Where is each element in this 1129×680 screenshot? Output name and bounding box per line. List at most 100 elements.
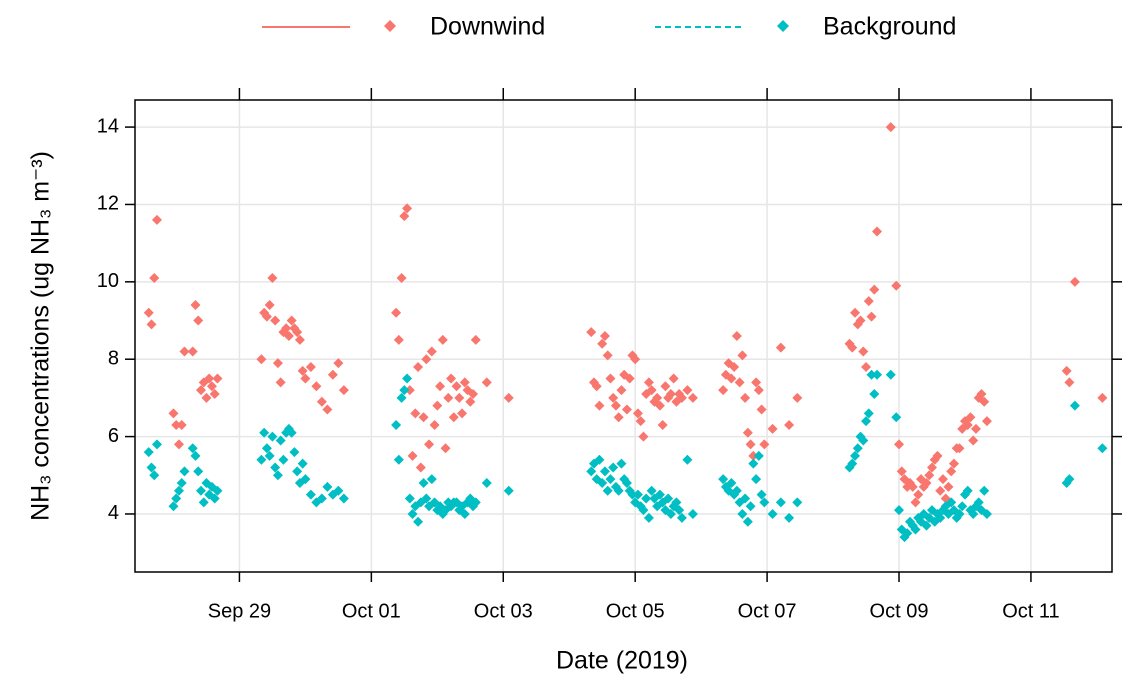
point xyxy=(660,505,671,516)
point xyxy=(641,493,652,504)
point xyxy=(599,331,610,341)
point xyxy=(652,392,663,403)
point xyxy=(957,501,968,512)
x-axis-title: Date (2019) xyxy=(556,647,688,675)
point xyxy=(300,474,311,485)
y-tick-label: 14 xyxy=(97,115,119,137)
point xyxy=(470,334,481,345)
point xyxy=(742,427,753,438)
point xyxy=(624,373,635,384)
point xyxy=(660,381,671,392)
point xyxy=(297,365,308,376)
point xyxy=(206,381,217,392)
point xyxy=(756,404,767,415)
point xyxy=(734,377,745,388)
point xyxy=(195,385,206,396)
point xyxy=(1069,400,1080,411)
point xyxy=(410,408,421,419)
point xyxy=(204,373,215,384)
point xyxy=(201,392,212,403)
point xyxy=(866,369,877,380)
point xyxy=(924,470,935,481)
point xyxy=(731,331,742,341)
plot-frame xyxy=(134,99,1113,573)
x-tick-label: Oct 07 xyxy=(738,600,797,622)
point xyxy=(608,462,619,473)
point xyxy=(885,369,896,380)
point xyxy=(176,419,187,430)
point xyxy=(665,389,676,400)
point xyxy=(151,214,162,225)
point xyxy=(407,508,418,519)
point xyxy=(646,385,657,396)
x-tick-label: Oct 01 xyxy=(342,600,401,622)
point xyxy=(872,369,883,380)
point xyxy=(503,392,514,403)
point xyxy=(742,516,753,527)
legend-label: Downwind xyxy=(430,13,545,41)
point xyxy=(759,497,770,508)
point xyxy=(212,485,223,496)
point xyxy=(333,485,344,496)
point xyxy=(407,450,418,461)
point xyxy=(902,528,913,539)
point xyxy=(413,361,424,372)
point xyxy=(264,300,275,311)
point xyxy=(981,508,992,519)
point xyxy=(413,516,424,527)
point xyxy=(913,489,924,500)
point xyxy=(1064,377,1075,388)
point xyxy=(176,478,187,489)
point xyxy=(179,346,190,357)
point xyxy=(267,431,278,442)
point xyxy=(424,439,435,450)
point xyxy=(907,481,918,492)
point xyxy=(608,392,619,403)
point xyxy=(470,497,481,508)
point xyxy=(586,466,597,477)
point xyxy=(748,458,759,469)
point xyxy=(391,307,402,318)
point xyxy=(256,354,267,365)
point xyxy=(850,307,861,318)
point xyxy=(921,478,932,489)
point xyxy=(1061,365,1072,376)
point xyxy=(465,396,476,407)
point xyxy=(171,419,182,430)
x-tick-label: Oct 05 xyxy=(606,600,665,622)
point xyxy=(149,272,160,283)
point xyxy=(745,501,756,512)
point xyxy=(973,497,984,508)
point xyxy=(270,315,281,326)
point xyxy=(943,481,954,492)
point xyxy=(748,450,759,461)
point xyxy=(300,373,311,384)
point xyxy=(256,454,267,465)
point xyxy=(278,454,289,465)
point xyxy=(212,373,223,384)
point xyxy=(402,203,413,214)
point xyxy=(305,489,316,500)
point xyxy=(426,474,437,485)
point xyxy=(283,331,294,341)
point xyxy=(965,412,976,423)
point xyxy=(259,427,270,438)
point xyxy=(198,497,209,508)
point xyxy=(432,400,443,411)
point xyxy=(426,346,437,357)
point xyxy=(151,439,162,450)
point xyxy=(481,478,492,489)
point xyxy=(676,392,687,403)
point xyxy=(885,122,896,133)
point xyxy=(962,419,973,430)
point xyxy=(731,485,742,496)
point xyxy=(737,350,748,361)
point xyxy=(316,493,327,504)
point xyxy=(946,466,957,477)
point xyxy=(643,377,654,388)
point xyxy=(921,520,932,531)
point xyxy=(775,342,786,353)
point xyxy=(627,489,638,500)
point xyxy=(193,466,204,477)
